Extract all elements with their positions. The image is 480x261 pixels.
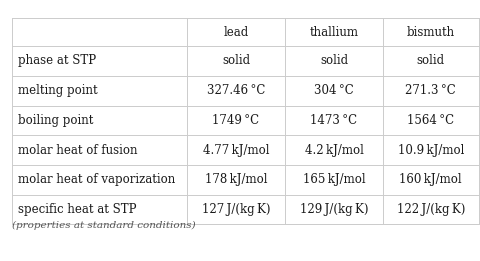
Text: 10.9 kJ/mol: 10.9 kJ/mol bbox=[397, 144, 463, 157]
Text: molar heat of vaporization: molar heat of vaporization bbox=[18, 173, 175, 186]
Text: specific heat at STP: specific heat at STP bbox=[18, 203, 136, 216]
Text: lead: lead bbox=[223, 26, 248, 39]
Text: 122 J/(kg K): 122 J/(kg K) bbox=[396, 203, 464, 216]
Text: 165 kJ/mol: 165 kJ/mol bbox=[302, 173, 364, 186]
Text: 160 kJ/mol: 160 kJ/mol bbox=[398, 173, 461, 186]
Text: molar heat of fusion: molar heat of fusion bbox=[18, 144, 137, 157]
Text: 1564 °C: 1564 °C bbox=[407, 114, 454, 127]
Text: 127 J/(kg K): 127 J/(kg K) bbox=[201, 203, 270, 216]
Text: solid: solid bbox=[221, 55, 250, 68]
Text: 129 J/(kg K): 129 J/(kg K) bbox=[299, 203, 368, 216]
Text: solid: solid bbox=[416, 55, 444, 68]
Text: 271.3 °C: 271.3 °C bbox=[405, 84, 455, 97]
Text: 1473 °C: 1473 °C bbox=[310, 114, 357, 127]
Text: melting point: melting point bbox=[18, 84, 97, 97]
Text: 327.46 °C: 327.46 °C bbox=[206, 84, 264, 97]
Text: thallium: thallium bbox=[309, 26, 358, 39]
Text: 4.2 kJ/mol: 4.2 kJ/mol bbox=[304, 144, 363, 157]
Text: 304 °C: 304 °C bbox=[313, 84, 353, 97]
Text: boiling point: boiling point bbox=[18, 114, 93, 127]
Text: (properties at standard conditions): (properties at standard conditions) bbox=[12, 221, 195, 230]
Text: bismuth: bismuth bbox=[406, 26, 454, 39]
Text: 4.77 kJ/mol: 4.77 kJ/mol bbox=[202, 144, 269, 157]
Text: phase at STP: phase at STP bbox=[18, 55, 96, 68]
Text: 1749 °C: 1749 °C bbox=[212, 114, 259, 127]
Text: solid: solid bbox=[319, 55, 348, 68]
Text: 178 kJ/mol: 178 kJ/mol bbox=[204, 173, 267, 186]
